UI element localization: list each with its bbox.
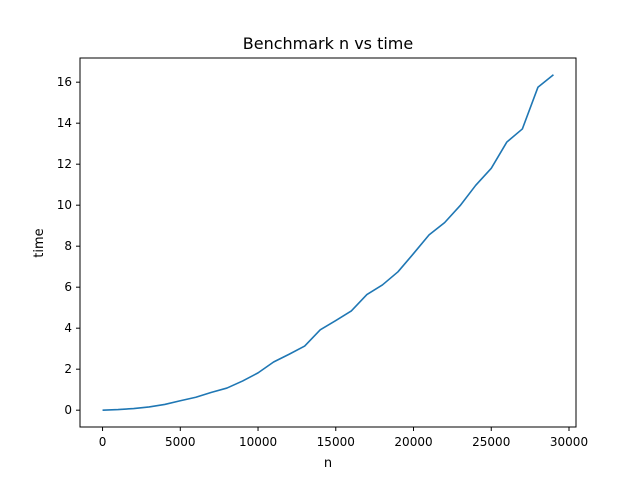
x-axis-label: n — [324, 456, 332, 471]
y-tick-label: 8 — [64, 239, 72, 253]
y-tick-label: 4 — [64, 321, 72, 335]
x-tick-label: 15000 — [317, 435, 355, 449]
y-tick-label: 6 — [64, 280, 72, 294]
y-tick-label: 16 — [57, 75, 72, 89]
y-tick-label: 14 — [57, 116, 72, 130]
x-tick-label: 5000 — [165, 435, 196, 449]
y-tick-label: 0 — [64, 403, 72, 417]
y-tick-label: 12 — [57, 157, 72, 171]
y-tick-label: 2 — [64, 362, 72, 376]
x-tick-label: 30000 — [550, 435, 588, 449]
y-tick-label: 10 — [57, 198, 72, 212]
chart-title: Benchmark n vs time — [243, 34, 413, 53]
x-tick-label: 10000 — [239, 435, 277, 449]
y-axis-label: time — [32, 228, 47, 257]
x-tick-label: 0 — [99, 435, 107, 449]
x-tick-label: 20000 — [394, 435, 432, 449]
x-tick-label: 25000 — [472, 435, 510, 449]
